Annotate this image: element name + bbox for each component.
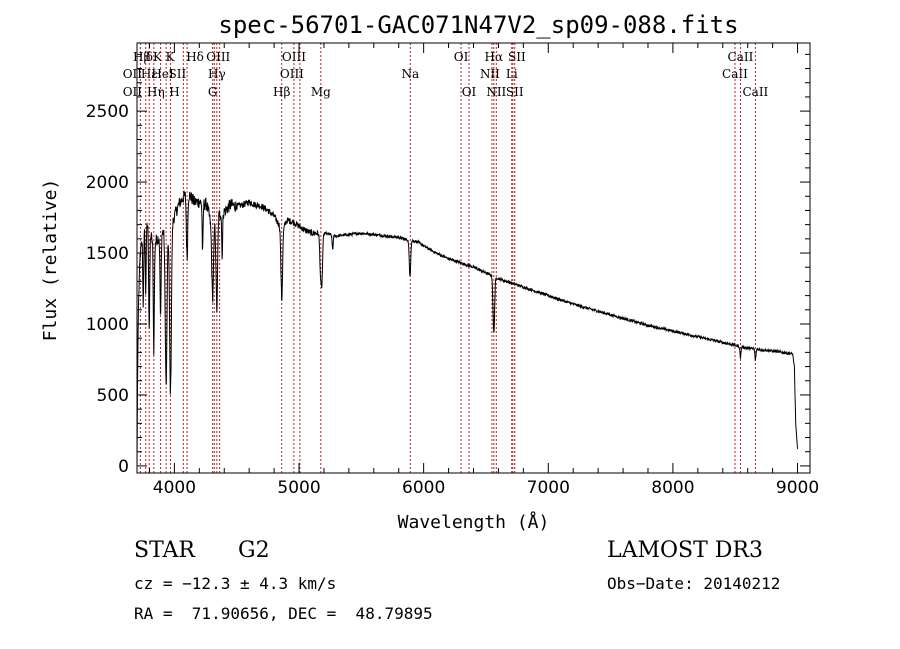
line-marker-label: δK — [146, 50, 163, 64]
line-marker-label: Hγ — [208, 67, 226, 81]
line-marker-label: NII — [480, 67, 500, 81]
line-marker-label: HeI — [151, 67, 174, 81]
chart-title: spec-56701-GAC071N47V2_sp09-088.fits — [218, 11, 738, 39]
x-tick-label: 8000 — [651, 478, 694, 498]
line-marker-label: OIII — [282, 50, 306, 64]
y-tick-label: 2500 — [86, 102, 129, 122]
survey-name: LAMOST DR3 — [607, 538, 763, 563]
line-marker-label: OII — [123, 67, 143, 81]
line-marker-label: NII — [486, 85, 506, 99]
line-marker-label: CaII — [728, 50, 754, 64]
line-marker-label: Mg — [311, 85, 331, 99]
line-marker-label: SII — [506, 85, 524, 99]
x-axis-label: Wavelength (Å) — [398, 511, 550, 533]
line-marker-label: Hη — [147, 85, 165, 99]
y-axis-label: Flux (relative) — [40, 179, 61, 342]
x-tick-label: 4000 — [153, 478, 196, 498]
line-marker-label: Hδ — [186, 50, 204, 64]
x-tick-label: 7000 — [527, 478, 570, 498]
line-marker-label: OIII — [280, 67, 304, 81]
line-marker-label: Hα — [485, 50, 504, 64]
line-marker-label: Hβ — [273, 85, 290, 99]
y-tick-label: 500 — [97, 386, 129, 406]
line-marker-label: OI — [462, 85, 477, 99]
line-marker-label: Hε — [141, 67, 158, 81]
coordinates: RA = 71.90656, DEC = 48.79895 — [134, 604, 433, 623]
y-tick-label: 1000 — [86, 315, 129, 335]
object-class: STAR — [134, 538, 195, 563]
line-marker-label: Na — [401, 67, 419, 81]
line-marker-label: CaII — [722, 67, 748, 81]
y-tick-label: 2000 — [86, 173, 129, 193]
line-marker-label: H — [169, 85, 179, 99]
x-tick-label: 6000 — [402, 478, 445, 498]
redshift-value: cz = −12.3 ± 4.3 km/s — [134, 574, 337, 593]
y-tick-label: 0 — [118, 457, 129, 477]
line-marker-label: OIII — [206, 50, 230, 64]
x-tick-label: 5000 — [277, 478, 320, 498]
object-subclass: G2 — [238, 538, 270, 563]
line-marker-label: SII — [508, 50, 526, 64]
spectrum-line — [136, 190, 798, 466]
line-marker-label: SII — [169, 67, 187, 81]
observation-date: Obs−Date: 20140212 — [607, 574, 781, 593]
x-tick-label: 9000 — [776, 478, 819, 498]
line-marker-label: Li — [506, 67, 518, 81]
line-marker-label: G — [208, 85, 218, 99]
y-tick-label: 1500 — [86, 244, 129, 264]
line-marker-label: OI — [454, 50, 469, 64]
plot-frame — [136, 42, 811, 474]
line-marker-label: CaII — [742, 85, 768, 99]
spectrum-chart: spec-56701-GAC071N47V2_sp09-088.fits OII O… — [40, 11, 819, 533]
